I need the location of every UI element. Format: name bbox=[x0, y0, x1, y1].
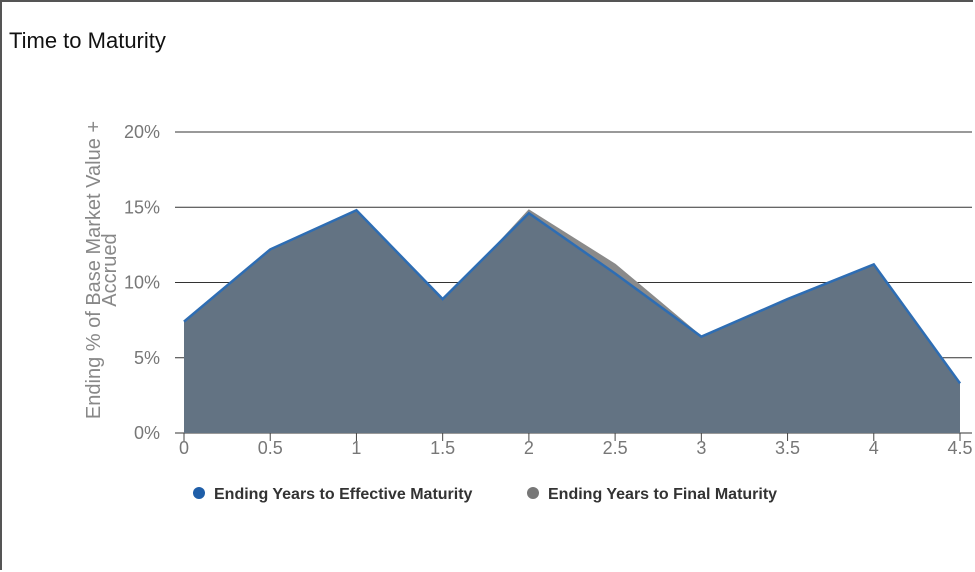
y-tick-label: 20% bbox=[124, 122, 160, 142]
y-axis-ticks: 0% 5% 10% 15% 20% bbox=[124, 122, 160, 443]
x-tick-label: 1 bbox=[351, 438, 361, 458]
x-axis-ticks: 0 0.5 1 1.5 2 2.5 3 3.5 4 4.5 bbox=[179, 433, 973, 458]
y-tick-label: 15% bbox=[124, 197, 160, 217]
area-series bbox=[183, 208, 962, 433]
y-axis-label: Ending % of Base Market Value + Accrued bbox=[83, 121, 121, 419]
legend-marker-effective bbox=[193, 487, 205, 499]
y-tick-label: 5% bbox=[134, 348, 160, 368]
x-tick-label: 4 bbox=[869, 438, 879, 458]
x-tick-label: 0.5 bbox=[258, 438, 283, 458]
x-tick-label: 2.5 bbox=[603, 438, 628, 458]
x-tick-label: 3.5 bbox=[775, 438, 800, 458]
legend: Ending Years to Effective Maturity Endin… bbox=[193, 486, 777, 503]
y-axis-label-line-2: Accrued bbox=[99, 233, 121, 306]
x-tick-label: 1.5 bbox=[430, 438, 455, 458]
legend-label-final: Ending Years to Final Maturity bbox=[548, 486, 777, 503]
x-tick-label: 2 bbox=[524, 438, 534, 458]
x-tick-label: 0 bbox=[179, 438, 189, 458]
area-effective-maturity bbox=[184, 210, 960, 433]
x-tick-label: 3 bbox=[696, 438, 706, 458]
chart-title: Time to Maturity bbox=[9, 28, 166, 53]
legend-label-effective: Ending Years to Effective Maturity bbox=[214, 486, 473, 503]
legend-marker-final bbox=[527, 487, 539, 499]
y-tick-label: 10% bbox=[124, 273, 160, 293]
y-tick-label: 0% bbox=[134, 423, 160, 443]
legend-item-final[interactable]: Ending Years to Final Maturity bbox=[527, 486, 777, 503]
legend-item-effective[interactable]: Ending Years to Effective Maturity bbox=[193, 486, 473, 503]
y-axis-label-line-1: Ending % of Base Market Value + bbox=[83, 121, 105, 419]
x-tick-label: 4.5 bbox=[947, 438, 972, 458]
line-effective-maturity bbox=[183, 208, 962, 385]
